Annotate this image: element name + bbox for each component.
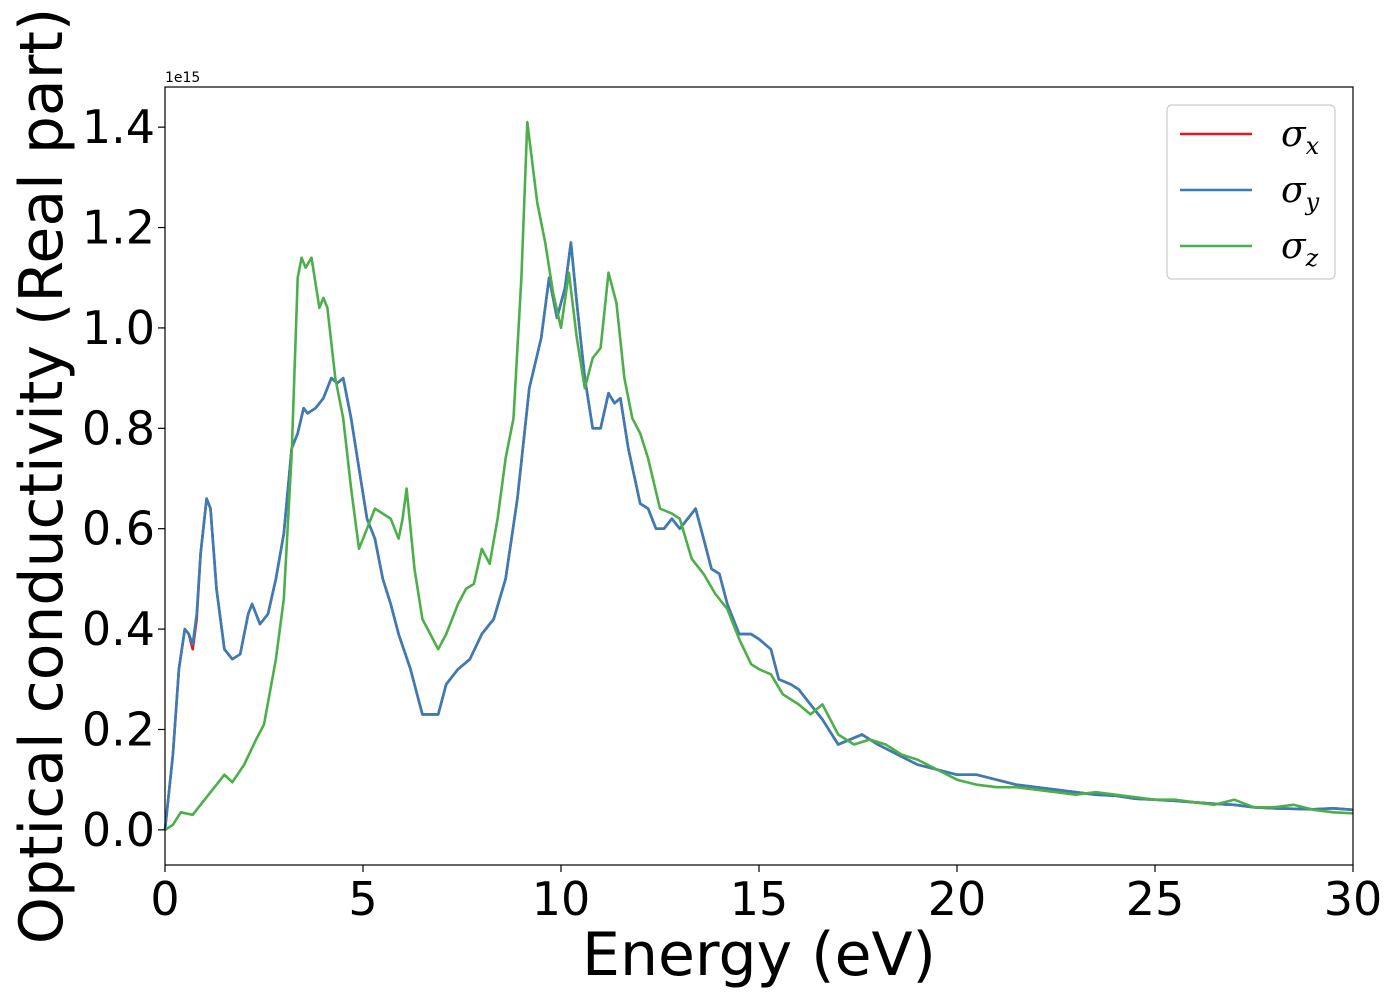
y-tick-label: 1.4: [82, 100, 155, 154]
y-tick-label: 1.2: [82, 201, 155, 255]
x-axis-ticks: 0 5 10 15 20 25 30: [150, 865, 1382, 926]
y-tick-label: 1.0: [82, 301, 155, 355]
x-tick-label: 25: [1126, 872, 1185, 926]
series-line-sigma-y: [163, 241, 1354, 831]
legend-box: [1166, 104, 1336, 280]
x-tick-label: 30: [1324, 872, 1383, 926]
y-tick-label: 0.8: [82, 401, 155, 455]
x-tick-label: 20: [928, 872, 987, 926]
series-layer: [163, 120, 1354, 831]
y-tick-label: 0.4: [82, 602, 155, 656]
y-tick-label: 0.6: [82, 502, 155, 556]
x-tick-label: 5: [348, 872, 377, 926]
x-tick-label: 10: [532, 872, 591, 926]
x-axis-label: Energy (eV): [582, 920, 936, 990]
y-axis-label: Optical conductivity (Real part): [7, 8, 77, 945]
x-tick-label: 0: [150, 872, 179, 926]
series-line-sigma-z: [164, 120, 1354, 831]
y-axis-ticks: 0.0 0.2 0.4 0.6 0.8 1.0 1.2 1.4: [82, 100, 165, 857]
y-offset-label: 1e15: [165, 70, 200, 86]
y-tick-label: 0.2: [82, 702, 155, 756]
y-tick-label: 0.0: [82, 803, 155, 857]
x-tick-label: 15: [730, 872, 789, 926]
